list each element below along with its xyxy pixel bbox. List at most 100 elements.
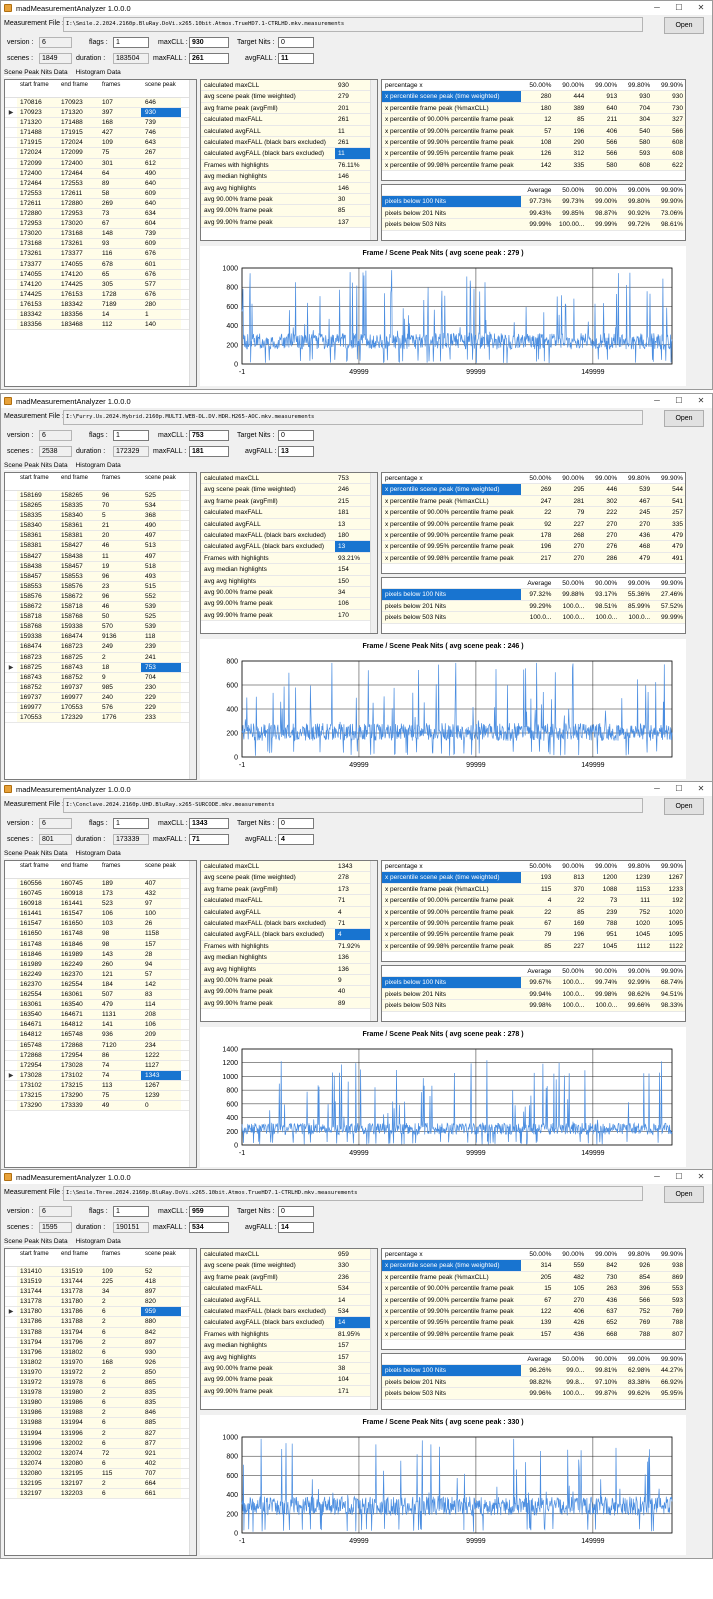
- pixels-below-row[interactable]: pixels below 503 Nits 100.0... 100.0... 100…: [382, 612, 685, 624]
- table-cell[interactable]: 172099: [58, 148, 99, 158]
- table-cell[interactable]: 7120: [99, 1040, 141, 1050]
- column-header-start[interactable]: start frame: [17, 861, 58, 878]
- table-cell[interactable]: 534: [141, 501, 181, 511]
- table-cell[interactable]: 427: [99, 128, 141, 138]
- table-cell[interactable]: 94: [141, 959, 181, 969]
- table-cell[interactable]: 305: [99, 279, 141, 289]
- percentile-row[interactable]: x percentile of 99.95% percentile frame …: [382, 1317, 685, 1329]
- table-cell[interactable]: 21: [99, 521, 141, 531]
- table-cell[interactable]: 646: [141, 98, 181, 108]
- stat-row[interactable]: avg 99.90% frame peak 171: [201, 1385, 377, 1398]
- avgfall-field[interactable]: 11: [278, 53, 314, 64]
- table-cell[interactable]: 70: [99, 501, 141, 511]
- percentile-row[interactable]: x percentile scene peak (time weighted) 2…: [382, 484, 685, 496]
- table-cell[interactable]: 172553: [58, 178, 99, 188]
- stat-row[interactable]: calculated maxCLL 930: [201, 80, 377, 92]
- table-cell[interactable]: 9136: [99, 632, 141, 642]
- table-row[interactable]: 158718 158768 50 525: [5, 612, 196, 623]
- stat-row[interactable]: avg 99.00% frame peak 40: [201, 986, 377, 998]
- table-row[interactable]: 173168 173261 93 609: [5, 239, 196, 250]
- table-cell[interactable]: 131994: [58, 1418, 99, 1428]
- table-cell[interactable]: 159338: [58, 622, 99, 632]
- table-cell[interactable]: 131788: [58, 1317, 99, 1327]
- table-row[interactable]: ▶ 173028 173102 74 1343: [5, 1070, 196, 1081]
- table-cell[interactable]: 169977: [17, 702, 58, 713]
- percentile-row[interactable]: x percentile of 99.98% percentile frame …: [382, 1328, 685, 1341]
- table-row[interactable]: 173261 173377 116 676: [5, 249, 196, 260]
- stat-row[interactable]: calculated maxCLL 753: [201, 473, 377, 485]
- table-row[interactable]: 174120 174425 305 577: [5, 279, 196, 290]
- table-row[interactable]: 131996 132002 6 877: [5, 1438, 196, 1449]
- tab-histogram[interactable]: Histogram Data: [75, 462, 121, 469]
- table-cell[interactable]: 49: [99, 1101, 141, 1111]
- stat-row[interactable]: avg 99.00% frame peak 104: [201, 1374, 377, 1386]
- table-cell[interactable]: 176153: [17, 299, 58, 309]
- pixels-below-row[interactable]: pixels below 100 Nits 96.26% 99.0... 99.81%…: [382, 1365, 685, 1377]
- table-cell[interactable]: 158576: [58, 581, 99, 591]
- measurement-file-field[interactable]: I:\Conclave.2024.2160p.UHD.BluRay.x265-S…: [63, 798, 643, 813]
- table-cell[interactable]: 2: [99, 1408, 141, 1418]
- table-cell[interactable]: 132197: [17, 1489, 58, 1499]
- scene-table-scrollbar[interactable]: [189, 861, 196, 1167]
- percentile-row[interactable]: x percentile of 99.95% percentile frame …: [382, 541, 685, 553]
- pixels-below-row[interactable]: pixels below 201 Nits 99.94% 100.0... 99.98…: [382, 988, 685, 1001]
- table-cell[interactable]: 9: [99, 672, 141, 682]
- table-cell[interactable]: 174120: [58, 269, 99, 279]
- table-cell[interactable]: 1343: [141, 1070, 181, 1080]
- table-row[interactable]: 169977 170553 576 229: [5, 702, 196, 714]
- scenes-field[interactable]: 1849: [39, 53, 72, 64]
- table-row[interactable]: 160556 160745 189 407: [5, 879, 196, 890]
- version-field[interactable]: 6: [39, 430, 72, 441]
- stat-row[interactable]: avg scene peak (time weighted) 278: [201, 872, 377, 884]
- percentile-row[interactable]: x percentile scene peak (time weighted) 3…: [382, 1260, 685, 1272]
- stat-row[interactable]: avg 90.00% frame peak 38: [201, 1362, 377, 1375]
- table-row[interactable]: 171915 172024 109 643: [5, 138, 196, 149]
- table-cell[interactable]: 604: [141, 219, 181, 229]
- table-cell[interactable]: 169737: [58, 682, 99, 692]
- target-nits-field[interactable]: 0: [278, 430, 314, 441]
- table-row[interactable]: 160918 161441 523 97: [5, 899, 196, 910]
- table-cell[interactable]: 131778: [17, 1297, 58, 1307]
- minimize-button[interactable]: ─: [654, 3, 660, 12]
- table-cell[interactable]: 172868: [58, 1040, 99, 1050]
- pixels-below-row[interactable]: pixels below 100 Nits 97.32% 99.88% 93.17% 5…: [382, 589, 685, 601]
- table-cell[interactable]: 116: [99, 249, 141, 259]
- percentile-row[interactable]: x percentile of 99.95% percentile frame …: [382, 929, 685, 941]
- table-cell[interactable]: 131802: [58, 1347, 99, 1357]
- table-cell[interactable]: 131996: [17, 1438, 58, 1448]
- table-cell[interactable]: 1239: [141, 1090, 181, 1101]
- table-row[interactable]: 159338 168474 9136 118: [5, 632, 196, 643]
- table-cell[interactable]: 158427: [17, 551, 58, 561]
- table-cell[interactable]: 161441: [58, 899, 99, 909]
- table-cell[interactable]: 106: [141, 1020, 181, 1030]
- table-cell[interactable]: 131780: [17, 1307, 58, 1317]
- table-cell[interactable]: 6: [99, 1307, 141, 1317]
- version-field[interactable]: 6: [39, 1206, 72, 1217]
- stat-row[interactable]: Frames with highlights 71.92%: [201, 940, 377, 953]
- table-cell[interactable]: 490: [141, 168, 181, 178]
- column-header-frames[interactable]: frames: [99, 473, 141, 490]
- table-cell[interactable]: 172954: [17, 1060, 58, 1070]
- stat-row[interactable]: calculated avgFALL 13: [201, 518, 377, 530]
- table-cell[interactable]: 827: [141, 1428, 181, 1438]
- table-cell[interactable]: 132195: [17, 1478, 58, 1489]
- stat-row[interactable]: calculated avgFALL (black bars excluded)…: [201, 541, 377, 553]
- pixels-below-row[interactable]: pixels below 201 Nits 99.29% 100.0... 98.51…: [382, 600, 685, 613]
- table-cell[interactable]: 11: [99, 551, 141, 561]
- table-cell[interactable]: 109: [99, 138, 141, 148]
- table-cell[interactable]: 930: [141, 108, 181, 118]
- table-cell[interactable]: 497: [141, 531, 181, 541]
- tab-scene-peak-nits[interactable]: Scene Peak Nits Data: [4, 69, 68, 77]
- stat-row[interactable]: calculated maxFALL 181: [201, 507, 377, 519]
- table-cell[interactable]: 172329: [58, 713, 99, 723]
- table-cell[interactable]: 249: [99, 642, 141, 652]
- table-cell[interactable]: 162554: [17, 990, 58, 1000]
- stat-row[interactable]: avg median highlights 136: [201, 952, 377, 964]
- table-cell[interactable]: 131410: [17, 1267, 58, 1277]
- table-cell[interactable]: 132002: [17, 1448, 58, 1458]
- table-row[interactable]: 172024 172099 75 267: [5, 148, 196, 159]
- tab-scene-peak-nits[interactable]: Scene Peak Nits Data: [4, 1238, 68, 1246]
- column-header-end[interactable]: end frame: [58, 80, 99, 97]
- stat-row[interactable]: calculated maxFALL 71: [201, 895, 377, 907]
- stat-row[interactable]: avg avg highlights 136: [201, 963, 377, 975]
